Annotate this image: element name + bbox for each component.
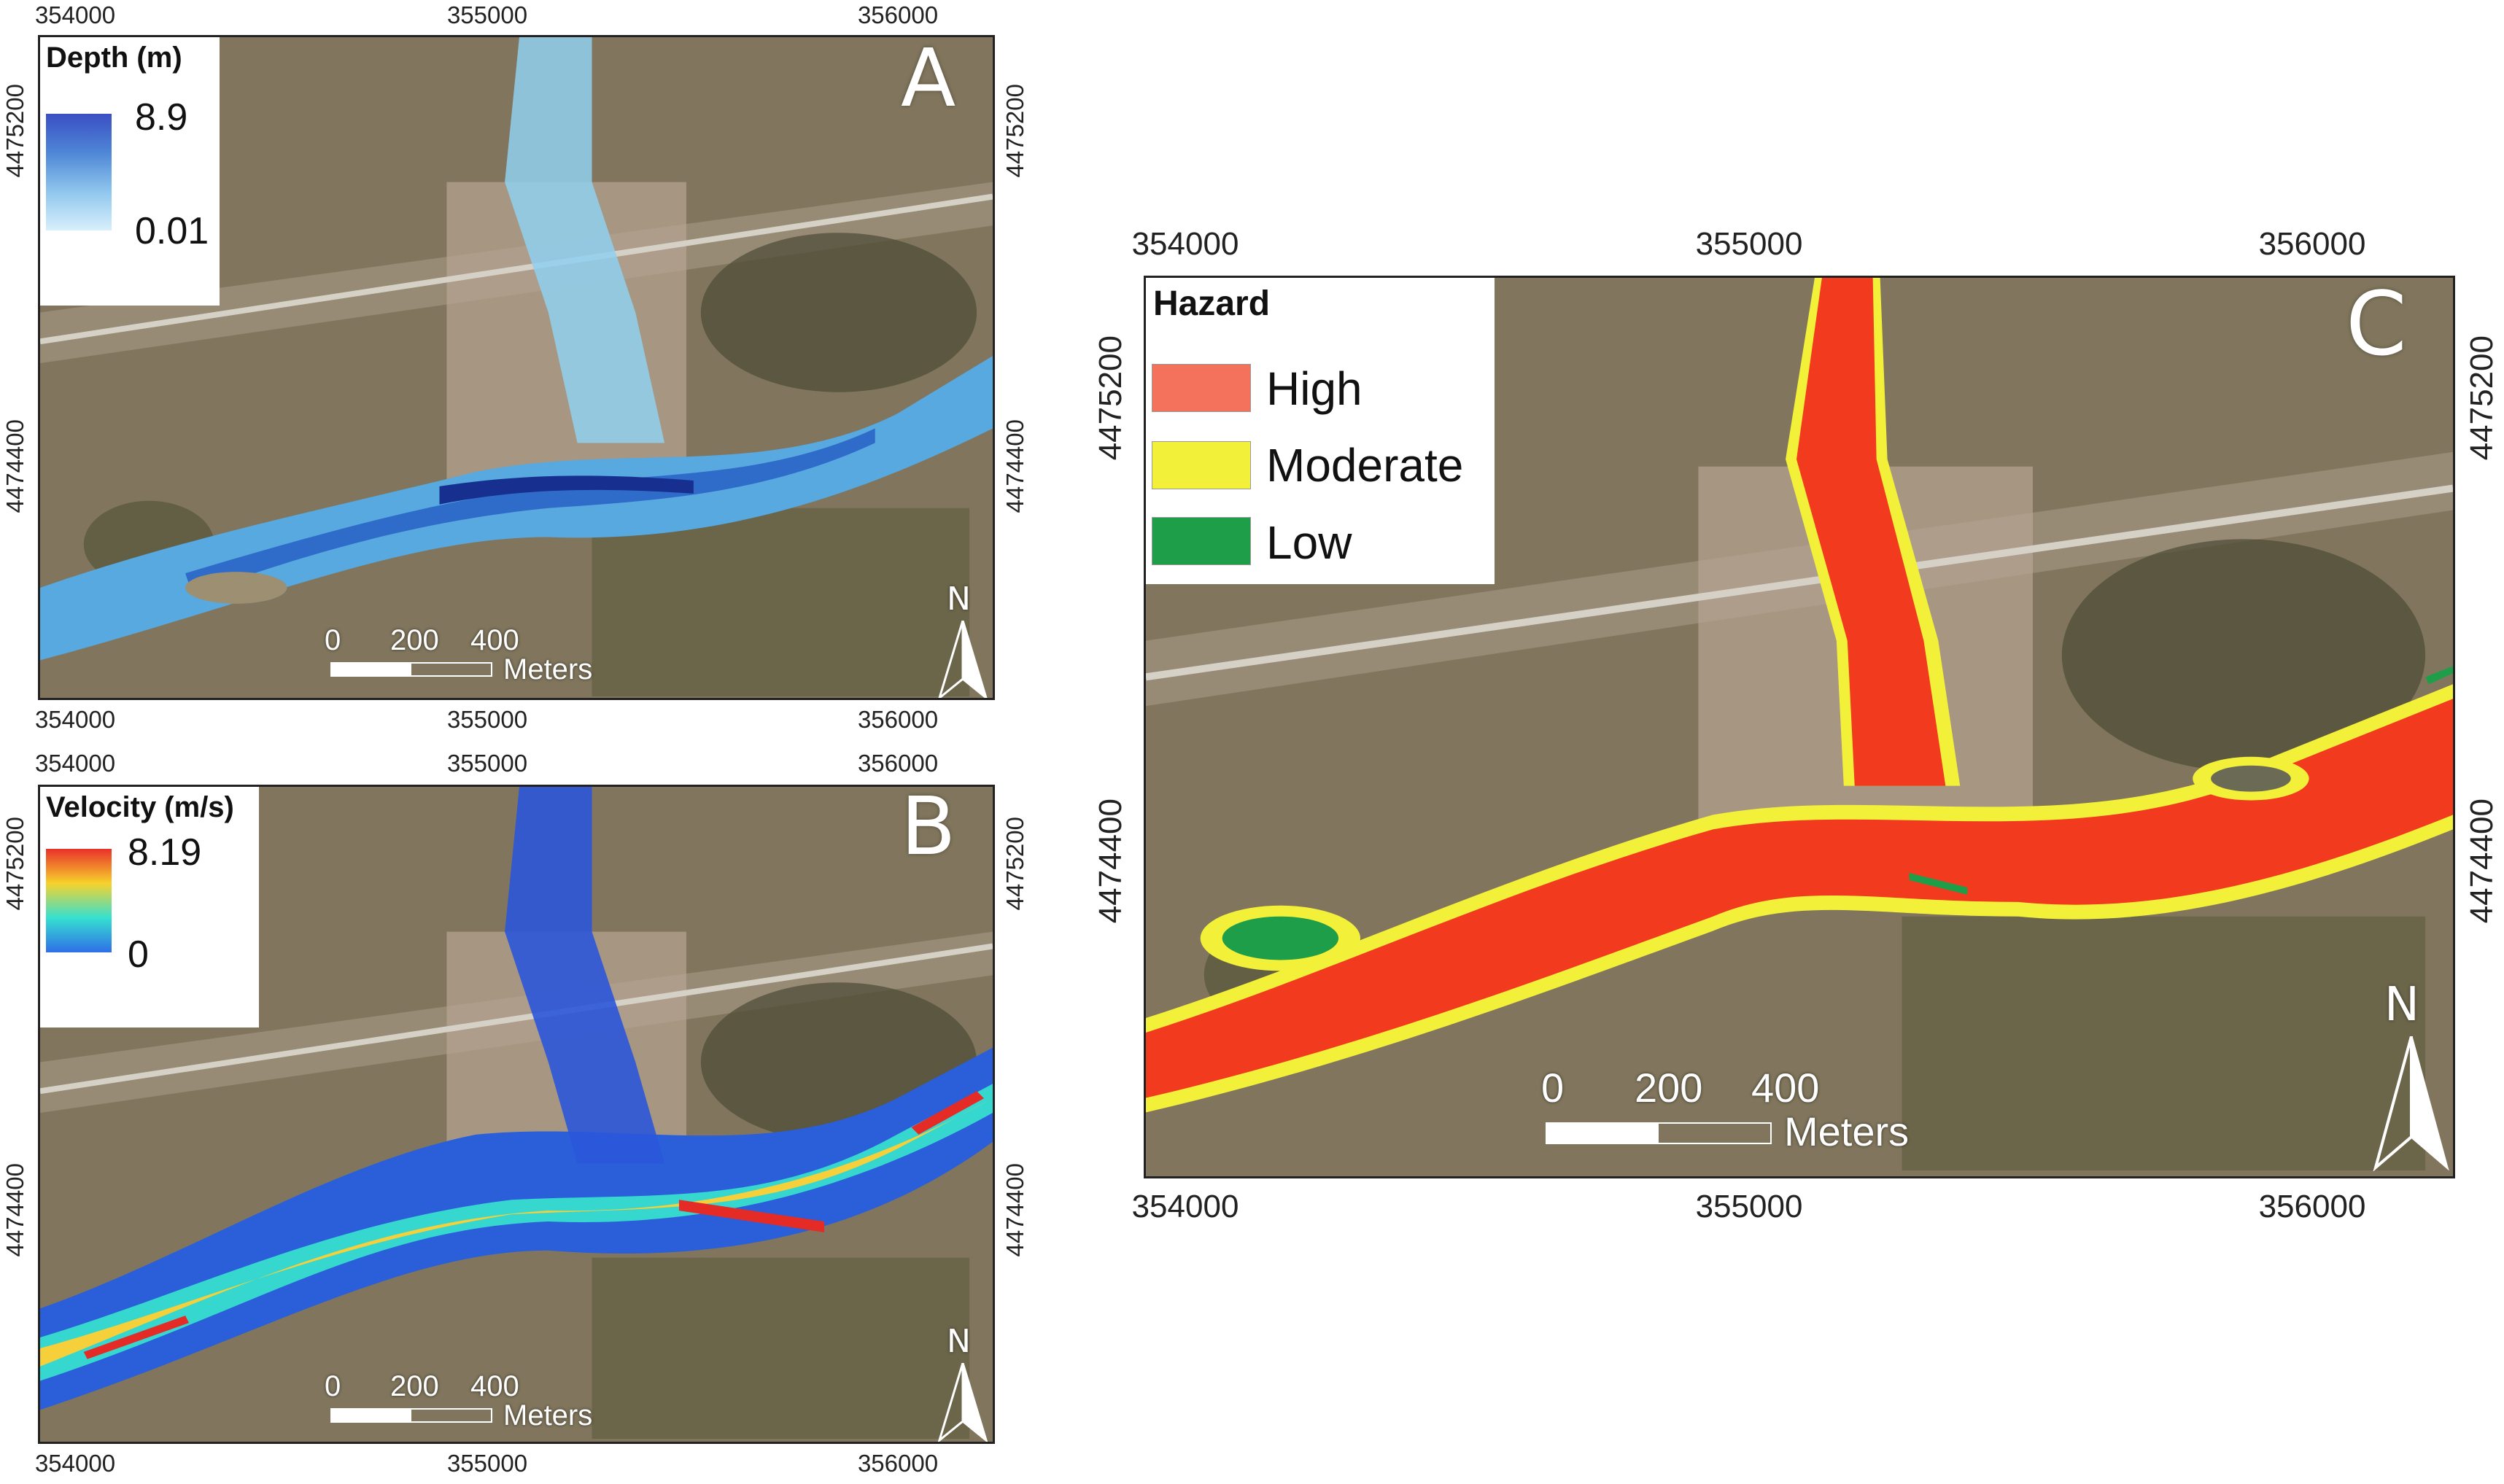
x-tick-bottom: 355000 [446, 706, 528, 733]
legend-title: Hazard [1153, 284, 1271, 323]
hazard-legend: Hazard High Moderate Low [1146, 278, 1495, 584]
panel-letter: B [901, 785, 956, 873]
north-label: N [947, 1323, 971, 1360]
north-arrow: N [934, 580, 992, 698]
depth-map: Depth (m) 8.9 0.01 A 0 200 400 Meters N [38, 35, 995, 700]
x-tick-top: 354000 [34, 750, 116, 777]
x-tick-top: 355000 [1695, 226, 1803, 262]
x-tick-bottom: 356000 [2258, 1189, 2366, 1224]
y-tick-right: 4474400 [1001, 419, 1028, 513]
velocity-legend: Velocity (m/s) 8.19 0 [40, 787, 259, 1027]
y-tick-left: 4475200 [1093, 335, 1128, 461]
north-label: N [947, 580, 971, 618]
scale-label: 200 [1635, 1065, 1703, 1111]
panel-letter: A [901, 35, 956, 125]
x-tick-bottom: 354000 [1131, 1189, 1239, 1224]
scale-bar-graphic [1546, 1122, 1772, 1144]
depth-color-ramp [46, 114, 112, 230]
flood-extent [1146, 699, 2453, 1098]
x-tick-bottom: 355000 [1695, 1189, 1803, 1224]
scale-label: 0 [325, 624, 341, 656]
scale-label: 0 [325, 1370, 341, 1402]
x-tick-top: 356000 [857, 1, 939, 28]
hazard-high-swatch [1152, 364, 1251, 412]
y-tick-left: 4474400 [1093, 799, 1128, 924]
north-arrow-icon [937, 1363, 988, 1442]
legend-max-value: 8.9 [135, 96, 188, 139]
y-tick-left: 4474400 [1, 419, 28, 513]
hazard-moderate-swatch [1152, 441, 1251, 489]
scale-bar-graphic [330, 662, 492, 677]
hazard-moderate-label: Moderate [1266, 439, 1464, 492]
scale-bar: 0 200 400 Meters [1532, 1064, 1926, 1159]
north-arrow: N [2371, 978, 2451, 1175]
y-tick-right: 4475200 [1001, 84, 1028, 178]
legend-title: Depth (m) [46, 42, 182, 74]
y-tick-left: 4475200 [1, 84, 28, 178]
scale-unit: Meters [1784, 1108, 1910, 1154]
scale-label: 400 [1751, 1065, 1820, 1111]
scale-unit: Meters [503, 653, 593, 685]
x-tick-top: 356000 [857, 750, 939, 777]
hazard-map: Hazard High Moderate Low C 0 200 400 Met… [1144, 276, 2455, 1178]
y-tick-right: 4474400 [1001, 1163, 1028, 1257]
scale-label: 0 [1541, 1065, 1565, 1111]
legend-title: Velocity (m/s) [46, 791, 234, 823]
legend-min-value: 0 [128, 933, 149, 976]
north-label: N [2384, 978, 2419, 1032]
hazard-low-swatch [1152, 517, 1251, 565]
x-tick-top: 354000 [34, 1, 116, 28]
legend-min-value: 0.01 [135, 210, 209, 252]
scale-unit: Meters [503, 1399, 593, 1431]
depth-legend: Depth (m) 8.9 0.01 [40, 37, 220, 306]
velocity-map: Velocity (m/s) 8.19 0 B 0 200 400 Meters… [38, 785, 995, 1444]
x-tick-top: 355000 [446, 750, 528, 777]
north-arrow-icon [2373, 1036, 2449, 1171]
y-tick-right: 4475200 [1001, 817, 1028, 911]
scale-label: 200 [390, 1370, 439, 1402]
x-tick-top: 354000 [1131, 226, 1239, 262]
scale-label: 400 [470, 1370, 519, 1402]
panel-letter: C [2346, 276, 2407, 376]
north-arrow-icon [938, 621, 988, 698]
y-tick-right: 4474400 [2464, 799, 2500, 924]
x-tick-bottom: 356000 [857, 1450, 939, 1477]
legend-max-value: 8.19 [128, 831, 202, 874]
y-tick-left: 4474400 [1, 1163, 28, 1257]
scale-bar: 0 200 400 Meters [325, 624, 592, 685]
flood-extent [40, 1047, 993, 1410]
x-tick-top: 356000 [2258, 226, 2366, 262]
north-arrow: N [934, 1323, 992, 1442]
x-tick-bottom: 354000 [34, 706, 116, 733]
scale-bar: 0 200 400 Meters [325, 1370, 592, 1431]
x-tick-bottom: 356000 [857, 706, 939, 733]
scale-bar-graphic [330, 1408, 492, 1423]
x-tick-bottom: 354000 [34, 1450, 116, 1477]
scale-label: 400 [470, 624, 519, 656]
map-basemap [40, 37, 993, 698]
y-tick-right: 4475200 [2464, 335, 2500, 461]
hazard-low-label: Low [1266, 516, 1352, 569]
scale-label: 200 [390, 624, 439, 656]
velocity-color-ramp [46, 849, 112, 952]
hazard-high-label: High [1266, 362, 1363, 415]
y-tick-left: 4475200 [1, 817, 28, 911]
x-tick-top: 355000 [446, 1, 528, 28]
x-tick-bottom: 355000 [446, 1450, 528, 1477]
